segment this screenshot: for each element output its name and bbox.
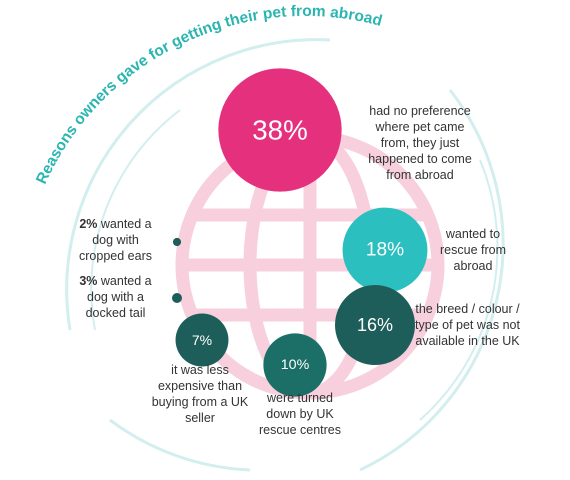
bubble (172, 293, 182, 303)
decor-arcs (65, 38, 505, 472)
value-label: 3% (79, 274, 98, 288)
bubble-label: 10% (281, 357, 310, 373)
bubble-label: 16% (357, 315, 393, 335)
description: wanted to rescue from abroad (428, 226, 518, 274)
description-text: wanted a dog with cropped ears (79, 217, 152, 263)
description-text: had no preference where pet came from, t… (368, 104, 472, 182)
value-label: 2% (79, 217, 98, 231)
description: 3% wanted a dog with a docked tail (68, 273, 163, 321)
bubble (218, 68, 342, 192)
description-text: were turned down by UK rescue centres (259, 391, 341, 437)
bubble (172, 237, 182, 247)
description: 2% wanted a dog with cropped ears (68, 216, 163, 264)
description-text: wanted to rescue from abroad (440, 227, 506, 273)
bubble-label: 38% (252, 115, 307, 146)
description-text: the breed / colour / type of pet was not… (415, 302, 520, 348)
description-text: it was less expensive than buying from a… (151, 363, 249, 425)
description: it was less expensive than buying from a… (150, 362, 250, 426)
description-text: wanted a dog with a docked tail (85, 274, 152, 320)
bubble (175, 313, 229, 367)
description: were turned down by UK rescue centres (255, 390, 345, 438)
bubble (263, 333, 327, 397)
description: had no preference where pet came from, t… (360, 103, 480, 183)
bubble (342, 207, 428, 293)
description: the breed / colour / type of pet was not… (405, 301, 530, 349)
bubble-label: 18% (366, 240, 404, 261)
bubble (335, 285, 415, 365)
bubble-label: 7% (192, 332, 212, 348)
